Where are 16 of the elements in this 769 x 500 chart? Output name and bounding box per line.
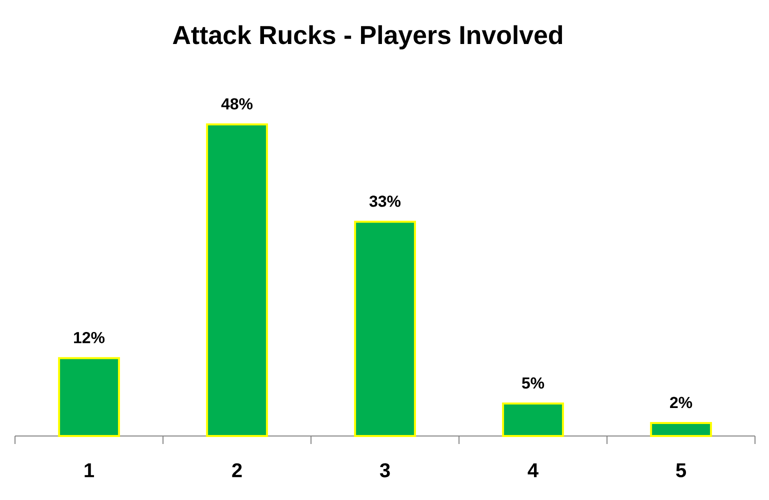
data-label: 5%: [522, 377, 544, 389]
bar: [650, 422, 712, 437]
x-tick-label: 4: [528, 463, 538, 478]
data-label: 12%: [74, 332, 105, 344]
x-tick-label: 1: [84, 463, 94, 478]
x-tick-label: 3: [380, 463, 390, 478]
bar: [206, 123, 268, 437]
data-label: 33%: [369, 196, 401, 207]
data-label: 2%: [670, 396, 692, 408]
data-label: 48%: [221, 98, 253, 110]
bar: [354, 220, 416, 437]
bar: [502, 402, 564, 437]
chart-title: Attack Rucks - Players Involved: [172, 25, 562, 50]
x-tick-label: 2: [232, 463, 242, 478]
bar: [58, 357, 120, 437]
x-tick-label: 5: [676, 463, 686, 478]
